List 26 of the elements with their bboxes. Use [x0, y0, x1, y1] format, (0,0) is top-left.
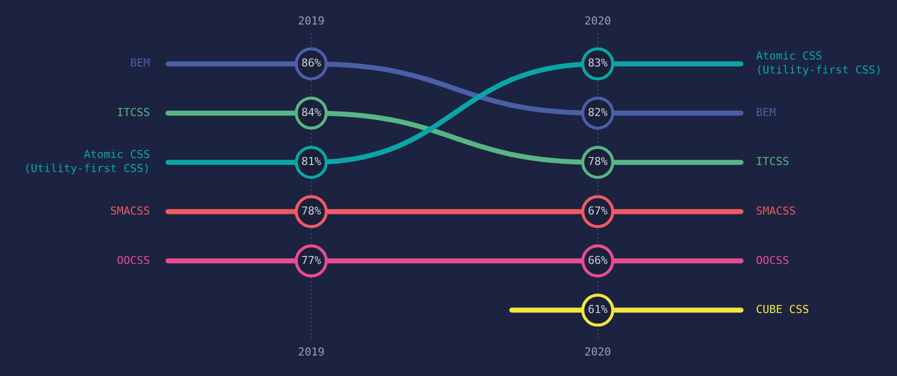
text: SMACSS — [110, 204, 150, 218]
text: OOCSS — [756, 254, 790, 267]
text: Atomic CSS (Utility-first CSS) — [756, 50, 882, 77]
data-label: 67% — [588, 204, 608, 218]
category-label: 2019 — [298, 14, 324, 28]
text: ITCSS — [756, 155, 790, 168]
data-label: 83% — [588, 56, 608, 70]
data-label: 77% — [301, 254, 322, 267]
data-label: 82% — [588, 106, 608, 119]
text: BEM — [130, 56, 150, 70]
text: BEM — [756, 106, 776, 119]
data-label: 81% — [301, 155, 322, 168]
category-label: 2019 — [298, 345, 324, 358]
data-label: 61% — [588, 303, 608, 316]
data-label: 78% — [588, 155, 608, 168]
text: SMACSS — [756, 204, 796, 218]
text: OOCSS — [116, 254, 150, 267]
data-label: 78% — [301, 204, 322, 218]
text: Atomic CSS (Utility-first CSS) — [24, 148, 150, 176]
text: ITCSS — [116, 106, 150, 119]
category-label: 2020 — [584, 14, 611, 28]
data-label: 84% — [301, 106, 322, 119]
text: CUBE CSS — [756, 303, 809, 316]
category-label: 2020 — [584, 345, 611, 358]
data-label: 86% — [301, 56, 322, 70]
data-label: 66% — [588, 254, 608, 267]
